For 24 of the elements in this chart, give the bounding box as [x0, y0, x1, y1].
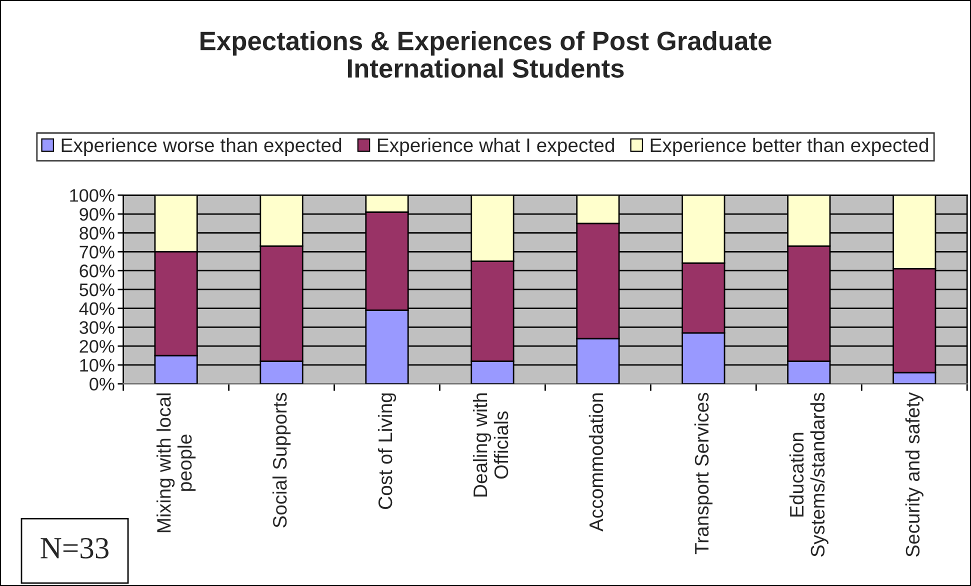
x-tick-label: Dealing with Officials — [472, 393, 508, 496]
y-tick-label: 40% — [79, 302, 114, 316]
legend-label: Experience better than expected — [650, 138, 928, 156]
y-tick-label: 10% — [80, 358, 114, 372]
text: N=33 — [40, 538, 108, 558]
legend-label: Experience worse than expected — [62, 138, 342, 156]
y-tick-label: 70% — [80, 246, 114, 258]
x-tick-label: Cost of Living — [378, 393, 396, 509]
x-tick-label: Accommodation — [588, 393, 604, 532]
x-tick-label: Mixing with local people — [156, 393, 196, 532]
y-tick-label: 80% — [80, 226, 114, 240]
y-tick-label: 20% — [80, 340, 114, 353]
x-tick-label: Social Supports — [272, 392, 291, 528]
y-tick-label: 0% — [90, 378, 114, 391]
x-tick-label: Education Systems/standards — [789, 392, 828, 557]
y-tick-label: 60% — [80, 264, 114, 278]
chart-title: Expectations & Experiences of Post Graduate International Students — [200, 30, 772, 78]
legend-label: Experience what I expected — [378, 138, 614, 156]
x-tick-label: Security and safety — [905, 392, 924, 557]
y-tick-label: 100% — [70, 189, 114, 202]
y-tick-label: 30% — [80, 321, 114, 334]
y-tick-label: 50% — [80, 283, 114, 296]
x-tick-label: Transport Services — [694, 392, 712, 554]
y-tick-label: 90% — [80, 208, 114, 221]
